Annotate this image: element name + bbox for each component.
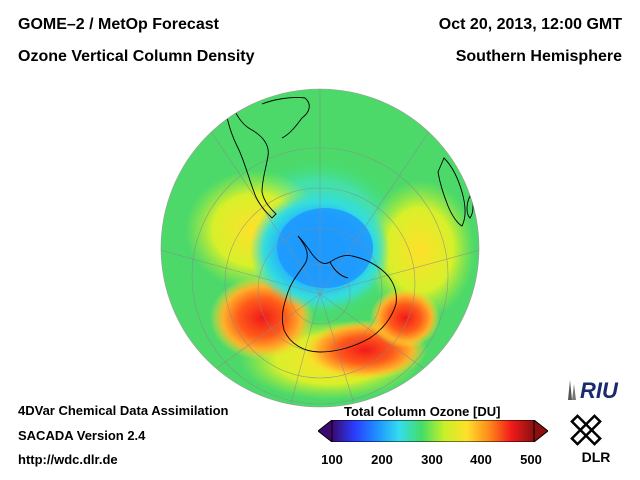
dlr-logo <box>570 414 602 446</box>
footer-method: 4DVar Chemical Data Assimilation <box>18 403 229 418</box>
colorbar-tick-400: 400 <box>470 452 492 467</box>
institution-logos: RIU DLR <box>568 378 619 465</box>
title-left-1: GOME–2 / MetOp Forecast <box>18 16 219 33</box>
colorbar-tick-300: 300 <box>421 452 443 467</box>
colorbar-tick-100: 100 <box>321 452 343 467</box>
title-right-hemisphere: Southern Hemisphere <box>455 48 622 65</box>
colorbar-gradient <box>331 420 535 442</box>
riu-logo-text: RIU <box>580 378 619 403</box>
colorbar-title: Total Column Ozone [DU] <box>344 404 501 419</box>
footer-version: SACADA Version 2.4 <box>18 428 146 443</box>
colorbar-low-arrow <box>318 420 333 442</box>
colorbar-tick-200: 200 <box>371 452 393 467</box>
ozone-field <box>161 89 479 407</box>
dlr-logo-text: DLR <box>582 449 611 465</box>
footer-url[interactable]: http://wdc.dlr.de <box>18 452 118 467</box>
title-right-date: Oct 20, 2013, 12:00 GMT <box>438 16 622 33</box>
colorbar-high-arrow <box>533 420 548 442</box>
coastlines <box>225 97 474 353</box>
colorbar <box>318 420 548 442</box>
riu-logo: RIU <box>568 378 619 403</box>
colorbar-tick-500: 500 <box>520 452 542 467</box>
title-left-2: Ozone Vertical Column Density <box>18 48 255 65</box>
